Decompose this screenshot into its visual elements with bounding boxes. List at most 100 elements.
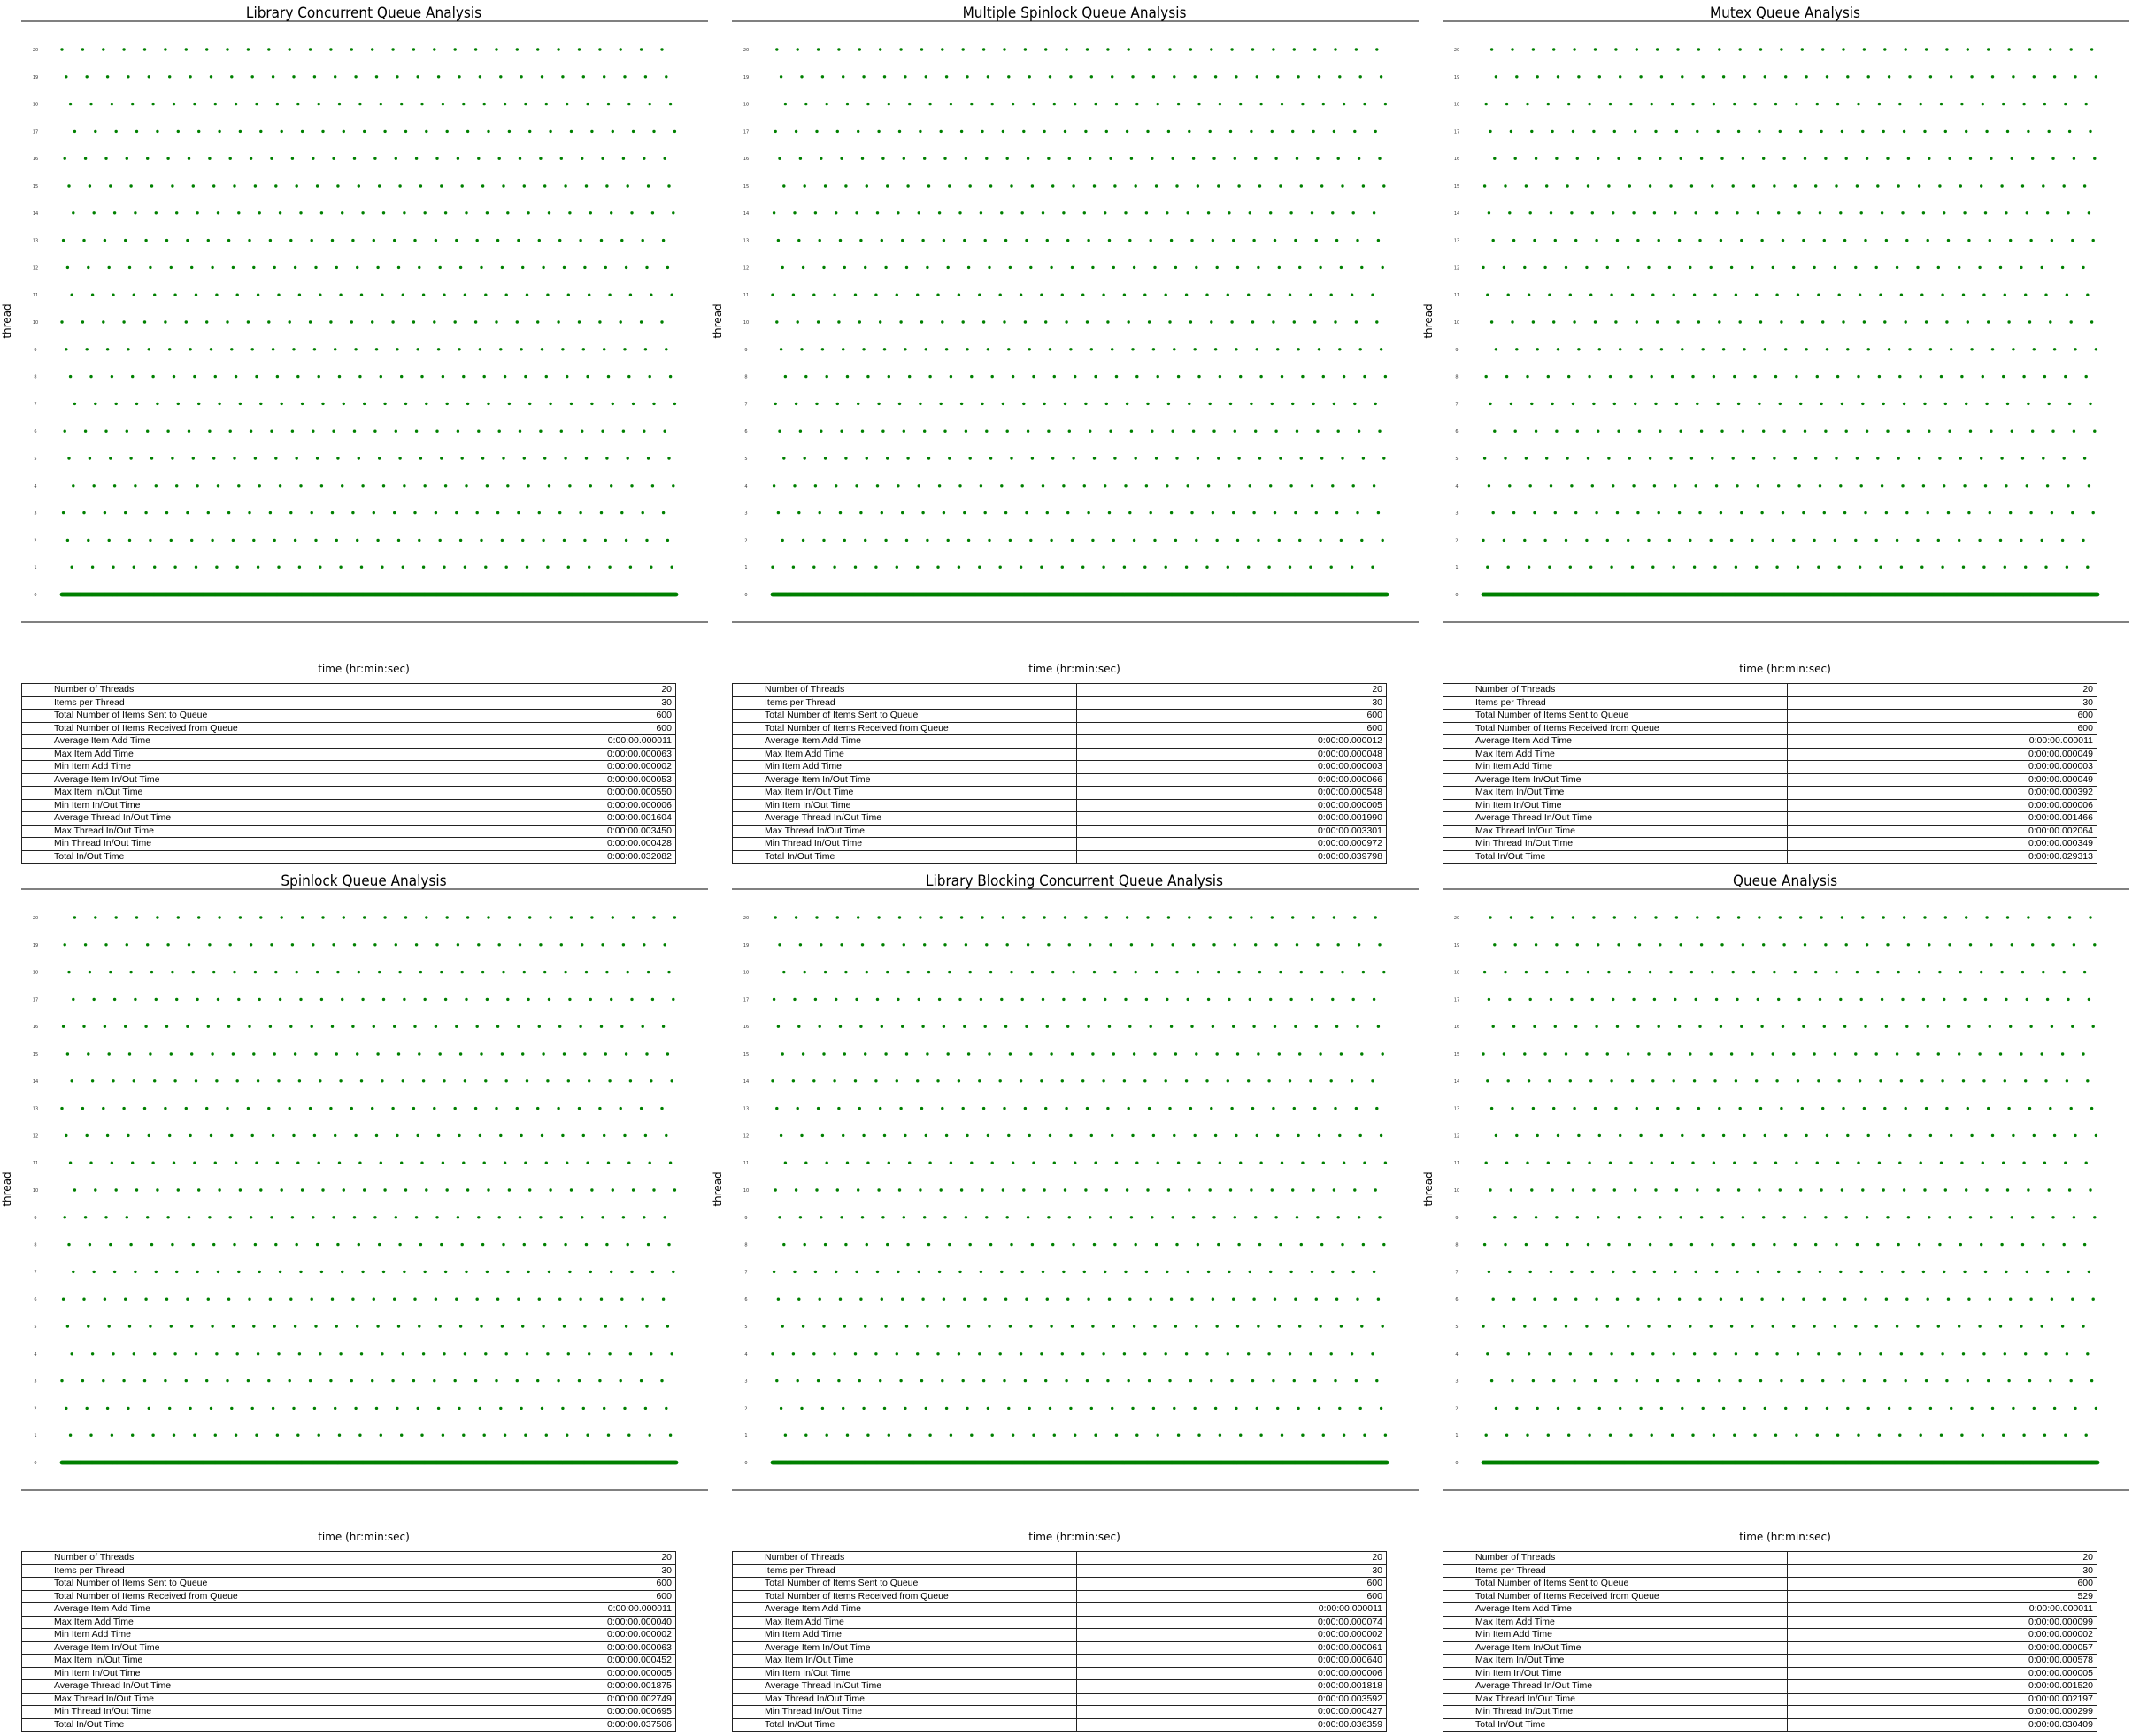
data-point (1361, 457, 1366, 460)
data-point (237, 484, 241, 488)
data-point (2064, 374, 2067, 379)
data-point (1593, 320, 1597, 324)
data-point (403, 484, 406, 488)
data-point (668, 374, 673, 379)
data-point (499, 348, 503, 351)
data-point (421, 293, 426, 296)
data-point (1961, 565, 1966, 569)
data-point (189, 75, 192, 79)
data-point (964, 429, 968, 433)
data-point (1504, 184, 1507, 188)
data-point (1052, 102, 1056, 106)
data-point (103, 511, 107, 515)
stat-label: Average Thread In/Out Time (732, 811, 1077, 826)
data-point (153, 293, 157, 296)
data-point (650, 484, 655, 488)
data-point (2095, 592, 2100, 597)
data-point (1063, 402, 1067, 406)
stat-value: 0:00:00.000003 (1076, 760, 1387, 774)
table-row: Total In/Out Time 0:00:00.039798 (732, 849, 1387, 864)
data-point (835, 211, 838, 215)
data-point (466, 402, 470, 406)
data-point (648, 1433, 651, 1437)
data-point (146, 429, 150, 433)
data-point (536, 48, 540, 51)
stat-value: 0:00:00.002064 (1787, 824, 2097, 838)
data-point (1131, 75, 1135, 79)
data-point (835, 484, 838, 488)
data-point (1945, 48, 1949, 51)
data-point (1895, 538, 1899, 542)
data-point (639, 48, 643, 51)
data-point (628, 293, 633, 296)
data-point (968, 184, 972, 188)
data-point (1659, 429, 1662, 433)
data-point (184, 320, 188, 324)
data-point (1228, 484, 1231, 488)
data-point (1511, 320, 1514, 324)
data-point (105, 75, 110, 79)
data-point (957, 565, 961, 569)
y-tick-label: 1 (1455, 565, 1458, 571)
data-point (1383, 374, 1388, 379)
data-point (1153, 265, 1157, 270)
data-point (1233, 157, 1236, 160)
data-point (584, 457, 589, 460)
data-point (1619, 75, 1622, 79)
data-point (1637, 157, 1642, 160)
data-point (1070, 538, 1074, 542)
stat-value: 0:00:00.000548 (1076, 786, 1387, 800)
data-point (1647, 538, 1651, 542)
data-point (1855, 184, 1859, 188)
data-point (1032, 374, 1035, 379)
data-point (2005, 402, 2010, 406)
data-point (1320, 184, 1324, 188)
data-point (1298, 538, 1302, 542)
data-point (1699, 429, 1704, 433)
data-point (1982, 565, 1986, 569)
data-point (1605, 538, 1609, 542)
data-point (986, 75, 990, 79)
data-point (1291, 402, 1295, 406)
data-point (82, 511, 86, 515)
data-point (70, 565, 73, 569)
data-point (440, 457, 443, 460)
y-tick-label: 7 (34, 402, 36, 407)
data-point (860, 157, 865, 160)
data-point (1019, 293, 1023, 296)
data-point (1839, 484, 1843, 488)
data-point (897, 211, 900, 215)
data-point (503, 1433, 507, 1437)
data-point (1648, 184, 1652, 188)
data-point (289, 238, 293, 242)
data-point (1691, 102, 1695, 106)
data-point (1883, 320, 1887, 324)
data-point (378, 184, 381, 188)
data-point (1774, 102, 1778, 106)
data-point (776, 238, 781, 242)
data-point (234, 102, 238, 106)
data-point (1212, 429, 1216, 433)
data-point (1612, 402, 1616, 406)
data-point (1941, 293, 1944, 296)
table-row: Max Item Add Time 0:00:00.000063 (21, 747, 676, 761)
data-point (227, 238, 231, 242)
data-point (610, 211, 613, 215)
data-point (2022, 374, 2026, 379)
data-point (599, 238, 604, 242)
y-axis-label: thread (1, 1171, 13, 1206)
data-point (1755, 293, 1759, 296)
data-point (63, 429, 66, 433)
data-point (557, 48, 560, 51)
data-point (1111, 75, 1114, 79)
data-point (234, 1433, 238, 1437)
data-point (866, 102, 870, 106)
y-tick-label: 16 (743, 157, 749, 162)
data-point (1978, 265, 1982, 270)
data-point (623, 348, 627, 351)
data-point (226, 48, 229, 51)
stat-value: 0:00:00.032082 (366, 849, 676, 864)
data-point (1901, 211, 1905, 215)
data-point (1692, 293, 1697, 296)
data-point (1923, 402, 1927, 406)
